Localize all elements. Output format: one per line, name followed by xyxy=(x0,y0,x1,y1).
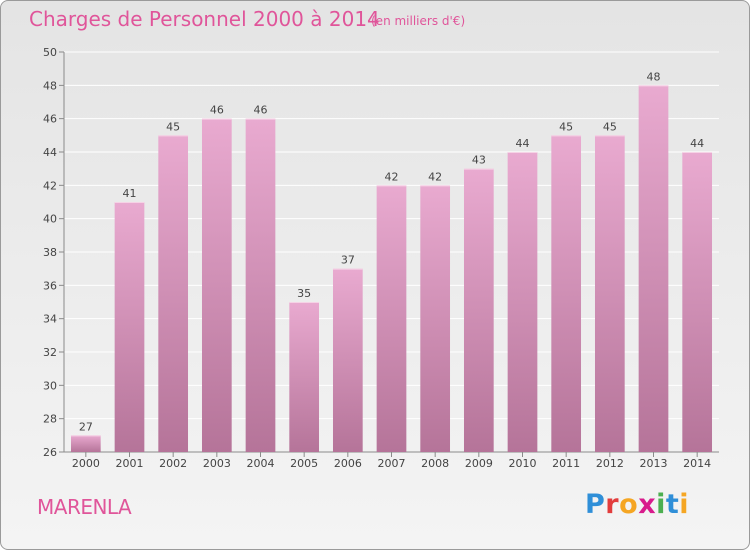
data-label: 45 xyxy=(603,120,617,133)
data-label: 44 xyxy=(516,137,530,150)
x-tick-label: 2011 xyxy=(552,457,580,470)
y-tick-label: 28 xyxy=(43,413,57,426)
y-tick-label: 36 xyxy=(43,279,57,292)
y-tick-label: 26 xyxy=(43,446,57,459)
logo-letter: i xyxy=(656,489,666,520)
y-tick-label: 48 xyxy=(43,79,57,92)
bar xyxy=(114,202,145,452)
y-tick-label: 30 xyxy=(43,379,57,392)
y-tick-label: 50 xyxy=(43,46,57,59)
data-label: 41 xyxy=(123,187,137,200)
bar xyxy=(463,168,494,452)
logo-letter: t xyxy=(665,489,680,520)
x-tick-label: 2005 xyxy=(290,457,318,470)
logo-letter: x xyxy=(638,489,657,520)
bar xyxy=(70,435,101,452)
x-tick-label: 2008 xyxy=(421,457,449,470)
data-label: 37 xyxy=(341,254,355,267)
logo-letter: o xyxy=(619,489,639,520)
logo-letter: P xyxy=(585,489,606,520)
commune-name: MARENLA xyxy=(37,495,132,519)
data-label: 48 xyxy=(647,70,661,83)
y-tick-label: 38 xyxy=(43,246,57,259)
x-tick-label: 2001 xyxy=(116,457,144,470)
bar xyxy=(158,135,189,453)
x-tick-label: 2013 xyxy=(640,457,668,470)
data-label: 46 xyxy=(254,104,268,117)
data-label: 27 xyxy=(79,420,93,433)
proxiti-logo[interactable]: Proxiti xyxy=(585,489,689,520)
bar xyxy=(638,85,669,452)
bar xyxy=(682,152,713,452)
x-tick-label: 2010 xyxy=(509,457,537,470)
data-label: 42 xyxy=(385,170,399,183)
data-label: 42 xyxy=(428,170,442,183)
bar xyxy=(507,152,538,452)
x-tick-label: 2009 xyxy=(465,457,493,470)
data-label: 45 xyxy=(559,120,573,133)
x-tick-label: 2006 xyxy=(334,457,362,470)
data-label: 46 xyxy=(210,104,224,117)
y-tick-label: 46 xyxy=(43,113,57,126)
data-label: 45 xyxy=(166,120,180,133)
bar xyxy=(420,185,451,453)
data-label: 43 xyxy=(472,154,486,167)
bar xyxy=(332,268,363,452)
bar xyxy=(289,302,320,452)
x-tick-label: 2004 xyxy=(247,457,275,470)
chart-title: Charges de Personnel 2000 à 2014 xyxy=(29,7,380,31)
x-tick-label: 2012 xyxy=(596,457,624,470)
x-tick-label: 2000 xyxy=(72,457,100,470)
bar xyxy=(551,135,582,453)
data-label: 44 xyxy=(690,137,704,150)
chart-subtitle: (en milliers d'€) xyxy=(371,14,466,28)
x-tick-label: 2007 xyxy=(378,457,406,470)
bar xyxy=(201,118,232,453)
y-tick-label: 34 xyxy=(43,313,57,326)
data-label: 35 xyxy=(297,287,311,300)
y-tick-label: 44 xyxy=(43,146,57,159)
x-tick-label: 2014 xyxy=(683,457,711,470)
bar xyxy=(594,135,625,453)
x-tick-label: 2002 xyxy=(159,457,187,470)
logo-letter: i xyxy=(679,489,690,520)
bar xyxy=(245,118,276,453)
y-tick-label: 32 xyxy=(43,346,57,359)
y-tick-label: 42 xyxy=(43,179,57,192)
y-tick-label: 40 xyxy=(43,213,57,226)
bar xyxy=(376,185,407,453)
logo-letter: r xyxy=(605,489,620,520)
x-tick-label: 2003 xyxy=(203,457,231,470)
